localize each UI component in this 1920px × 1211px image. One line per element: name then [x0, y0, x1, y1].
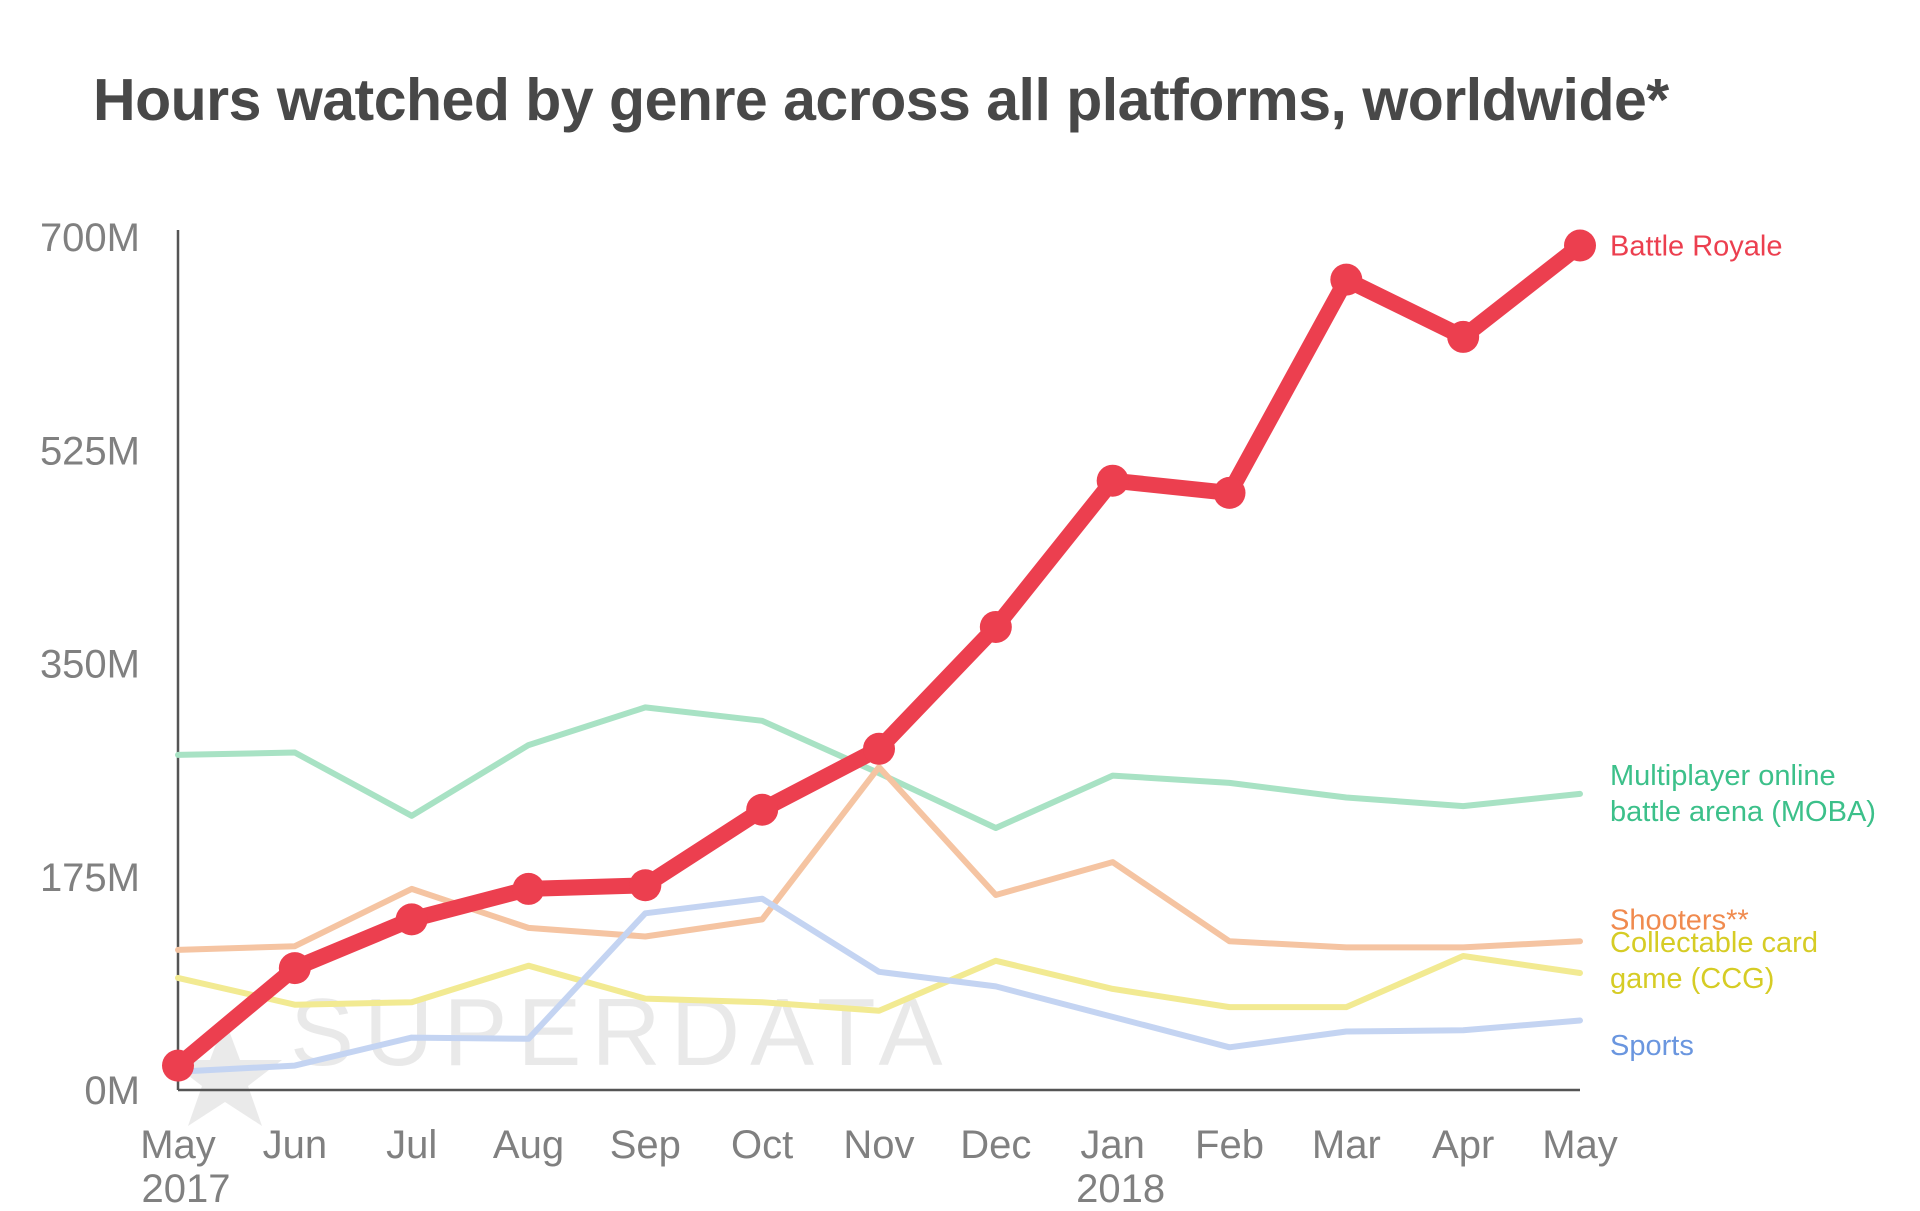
- series-battle-royale: [162, 229, 1596, 1082]
- series-labels: Multiplayer online battle arena (MOBA) Sho…: [1610, 231, 1876, 1062]
- chart-title: Hours watched by genre across all platfo…: [93, 67, 1669, 133]
- series-line: [175, 895, 1583, 1075]
- data-point: [1213, 476, 1246, 509]
- x-tick-label: Aug: [493, 1123, 564, 1167]
- superdata-watermark: SUPERDATA: [168, 979, 953, 1126]
- x-tick-label: Dec: [960, 1123, 1031, 1167]
- series-line: [175, 953, 1583, 1014]
- x-tick-label: Jun: [263, 1123, 328, 1167]
- y-tick-label: 350M: [40, 643, 140, 687]
- data-point: [1447, 320, 1480, 353]
- data-point: [1096, 464, 1129, 497]
- data-point: [162, 1049, 194, 1082]
- series-line: [175, 764, 1583, 953]
- y-tick-label: 525M: [40, 429, 140, 473]
- series-label: Shooters**: [1610, 904, 1749, 936]
- series-label: Sports: [1610, 1030, 1694, 1062]
- x-year-label: 2018: [1076, 1167, 1165, 1211]
- y-tick-label: 700M: [40, 216, 140, 260]
- series-line: [170, 237, 1588, 1074]
- series-sports: [175, 895, 1583, 1075]
- data-point: [863, 732, 895, 765]
- series-label: Battle Royale: [1610, 231, 1783, 263]
- y-tick-label: 0M: [84, 1069, 140, 1113]
- y-tick-label: 175M: [40, 856, 140, 900]
- x-tick-label: May: [140, 1123, 216, 1167]
- x-tick-label: Oct: [731, 1123, 793, 1167]
- x-tick-label: Jul: [386, 1123, 437, 1167]
- x-tick-label: Mar: [1312, 1123, 1381, 1167]
- watermark-text: SUPERDATA: [290, 979, 953, 1086]
- data-point: [979, 610, 1012, 643]
- series-label: Collectable card: [1610, 927, 1818, 959]
- x-tick-label: Nov: [843, 1123, 914, 1167]
- data-point: [395, 903, 428, 936]
- series-shooters: [175, 764, 1583, 953]
- data-point: [512, 872, 545, 905]
- data-point: [278, 952, 311, 985]
- series-multiplayer-online-battle-arena-moba: [175, 704, 1583, 831]
- series-line: [175, 704, 1583, 831]
- x-tick-label: May: [1542, 1123, 1618, 1167]
- series-label: game (CCG): [1610, 963, 1774, 995]
- data-point: [746, 793, 779, 826]
- series-label: battle arena (MOBA): [1610, 796, 1876, 828]
- data-point: [1330, 263, 1363, 296]
- x-tick-label: Jan: [1080, 1123, 1145, 1167]
- x-year-label: 2017: [142, 1167, 231, 1211]
- x-tick-label: Sep: [610, 1123, 681, 1167]
- data-point: [1564, 229, 1596, 262]
- x-tick-label: Apr: [1432, 1123, 1494, 1167]
- series-collectable-card-game-ccg: [175, 953, 1583, 1014]
- series-layer: [162, 229, 1596, 1082]
- data-point: [629, 869, 662, 902]
- axes: 0M 175M 350M 525M 700M May Jun Jul Aug Sep Oct Nov D…: [40, 216, 1618, 1211]
- star-logo-icon: [168, 1020, 282, 1126]
- series-label: Multiplayer online: [1610, 760, 1836, 792]
- x-tick-label: Feb: [1195, 1123, 1264, 1167]
